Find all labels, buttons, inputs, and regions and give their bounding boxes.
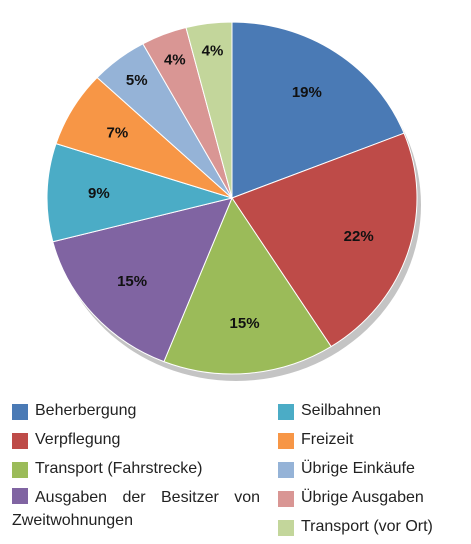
legend-item: Transport (vor Ort) [278,518,433,536]
data-label: 15% [117,273,147,290]
legend-swatch [278,433,294,449]
pie-slice [52,197,233,363]
pie-slice [46,142,234,243]
legend-swatch [12,404,28,420]
legend-item: Ausgaben der Besitzer von Zweitwohnungen [12,486,260,532]
legend-label: Ausgaben der Besitzer von Zweitwohnungen [12,489,260,529]
legend-label: Transport (vor Ort) [301,518,433,535]
legend-label: Seilbahnen [301,402,382,419]
legend-item: Transport (Fahrstrecke) [12,460,202,478]
pie-slice [231,132,418,348]
legend-swatch [278,520,294,536]
legend-swatch [278,462,294,478]
pie-area: 19% 22% 15% 15% 9% 7% 5% 4% 4% [46,21,421,381]
legend-item: Freizeit [278,431,353,449]
data-label: 22% [344,228,374,245]
data-label: 15% [230,315,260,332]
legend-item: Übrige Einkäufe [278,460,415,478]
legend-label: Transport (Fahrstrecke) [35,460,203,477]
legend-label: Übrige Einkäufe [301,460,415,477]
legend-label: Verpflegung [35,431,121,448]
data-label: 7% [107,124,129,141]
legend-label: Beherbergung [35,402,137,419]
data-label: 9% [88,185,110,202]
data-label: 5% [126,72,148,89]
legend-item: Seilbahnen [278,402,381,420]
pie-slice [185,21,233,199]
pie-slice [231,21,405,199]
legend-label: Übrige Ausgaben [301,489,424,506]
legend-swatch [12,433,28,449]
legend-swatch [12,462,28,478]
legend-item: Übrige Ausgaben [278,489,424,507]
legend-swatch [278,491,294,507]
legend-item: Beherbergung [12,402,136,420]
pie-slice [163,196,332,375]
data-label: 4% [164,52,186,69]
legend-item: Verpflegung [12,431,120,449]
legend-swatch [278,404,294,420]
legend-swatch [12,488,28,504]
data-label: 19% [292,84,322,101]
legend-label: Freizeit [301,431,354,448]
data-label: 4% [202,42,224,59]
